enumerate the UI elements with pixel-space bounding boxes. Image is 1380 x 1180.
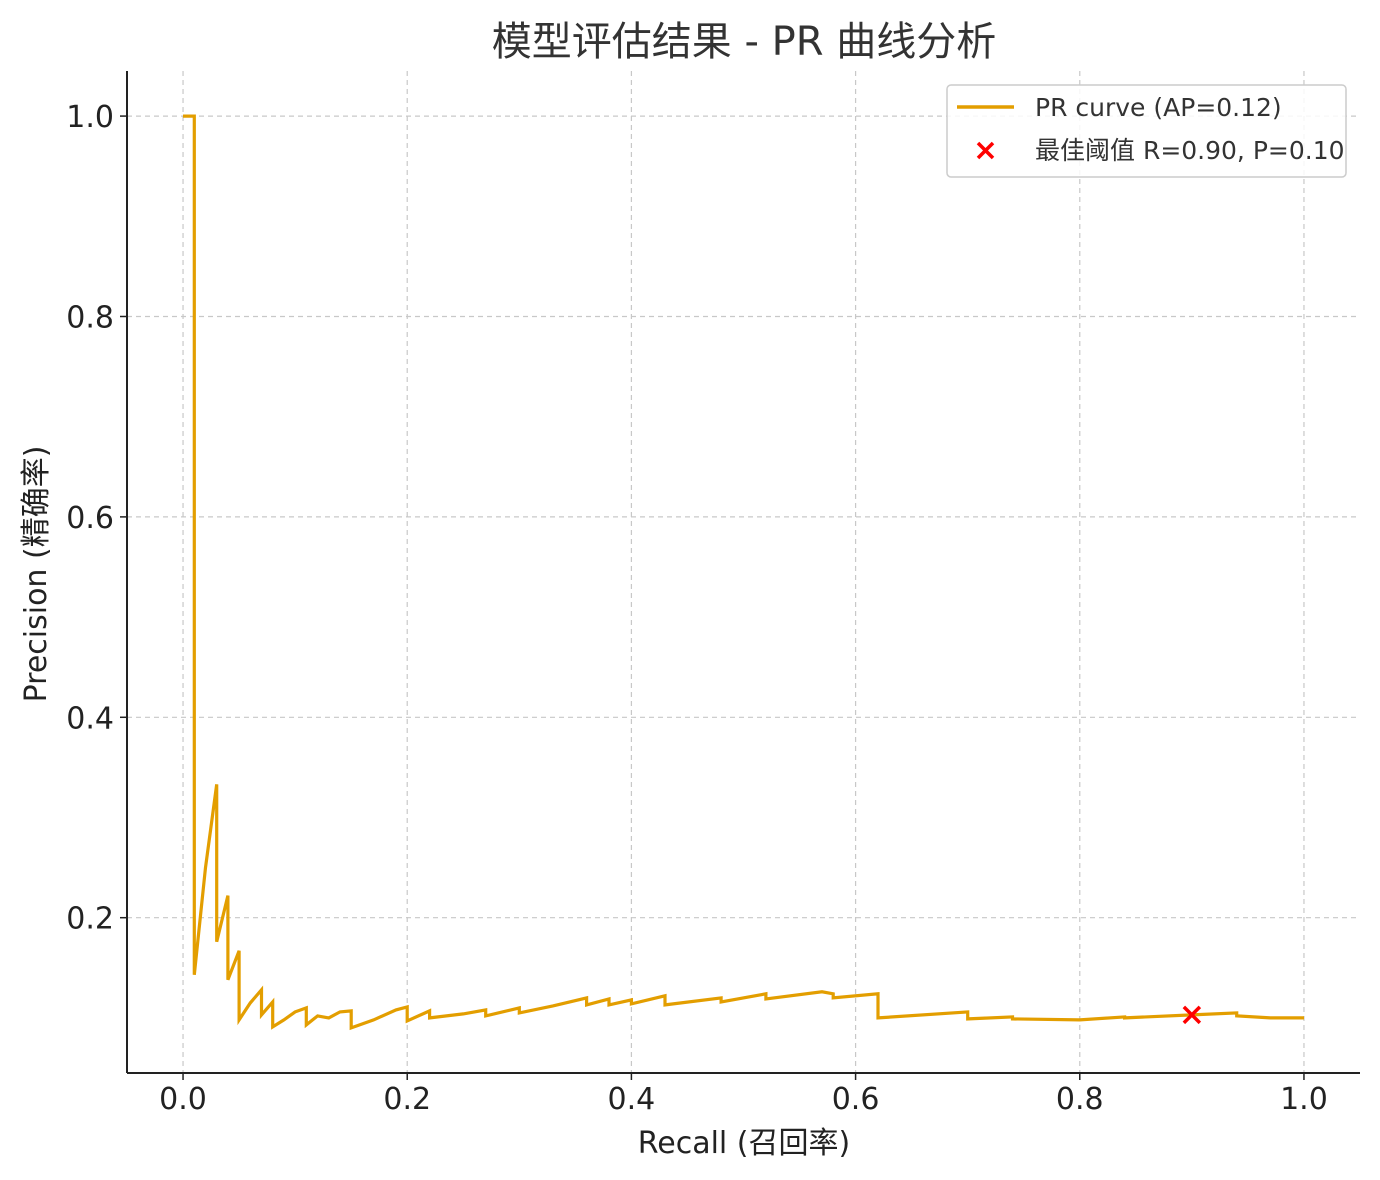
x-tick-label: 0.8: [1056, 1082, 1104, 1117]
legend-box: [946, 84, 1347, 178]
y-tick-label: 0.8: [66, 300, 114, 335]
plot-area: [183, 114, 1304, 1031]
x-tick-label: 0.6: [832, 1082, 880, 1117]
legend-entry-best-threshold: 最佳阈值 R=0.90, P=0.10: [1035, 136, 1345, 165]
x-tick-label: 0.4: [608, 1082, 656, 1117]
y-axis-ticks: 0.2 0.4 0.6 0.8 1.0: [66, 100, 127, 937]
x-axis-label: Recall (召回率): [638, 1126, 850, 1161]
chart-title: 模型评估结果 - PR 曲线分析: [492, 19, 997, 65]
legend: PR curve (AP=0.12) 最佳阈值 R=0.90, P=0.10: [946, 84, 1347, 178]
best-threshold-marker: [1182, 1005, 1202, 1025]
legend-x-marker-icon: [976, 141, 995, 160]
pr-curve-line: [183, 114, 1304, 1031]
legend-entry-pr-curve: PR curve (AP=0.12): [1035, 93, 1282, 122]
x-tick-label: 0.0: [159, 1082, 207, 1117]
marker-stroke: [1182, 1005, 1202, 1025]
grid-lines: [127, 71, 1360, 1073]
y-tick-label: 0.2: [66, 902, 114, 937]
y-tick-label: 1.0: [66, 100, 114, 135]
x-tick-label: 0.2: [383, 1082, 431, 1117]
y-tick-label: 0.6: [66, 501, 114, 536]
x-axis-ticks: 0.0 0.2 0.4 0.6 0.8 1.0: [159, 1073, 1328, 1117]
y-axis-label: Precision (精确率): [19, 446, 54, 703]
x-tick-label: 1.0: [1280, 1082, 1328, 1117]
y-tick-label: 0.4: [66, 701, 114, 736]
axes: [126, 71, 1360, 1074]
